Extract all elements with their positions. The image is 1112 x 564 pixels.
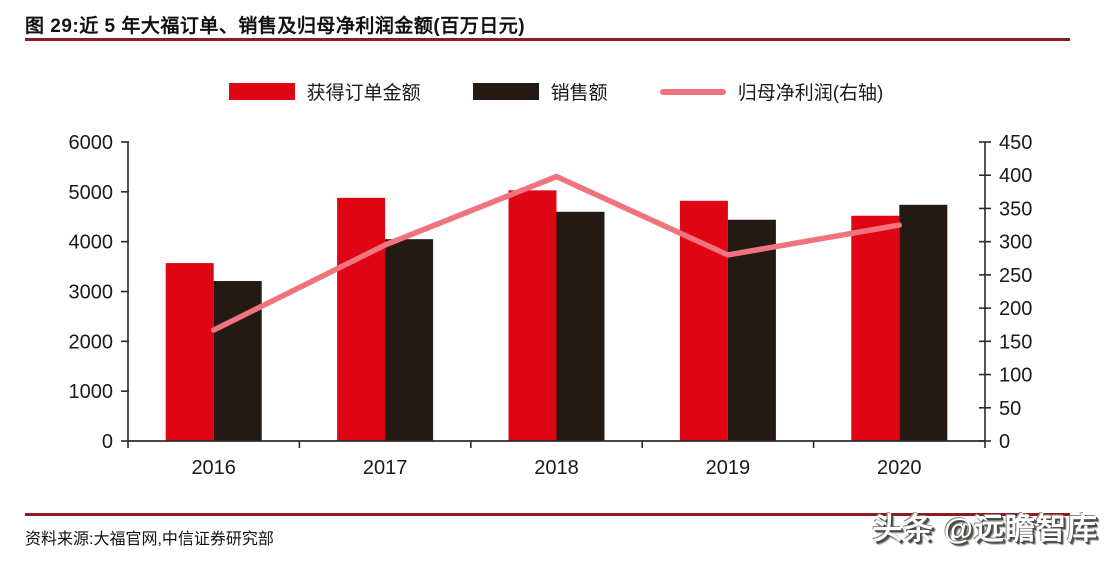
right-axis-tick-label: 350 [999,198,1032,220]
net-profit-line-swatch-icon [659,88,726,95]
line-series-net_profit [210,173,903,333]
legend-label-sales: 销售额 [550,83,608,104]
bar-orders-2019 [679,200,728,441]
right-axis-tick-label: 200 [999,298,1032,320]
x-axis-category-label: 2018 [534,457,579,479]
legend-label-orders: 获得订单金额 [306,83,421,104]
bar-sales-2020 [899,204,948,441]
left-axis-tick-label: 3000 [69,282,114,304]
x-axis-category-label: 2020 [877,457,922,479]
right-axis-tick-label: 450 [999,132,1032,154]
source-note: 资料来源:大福官网,中信证券研究部 [25,531,274,548]
legend-label-net-profit: 归母净利润(右轴) [737,83,884,104]
legend-item-sales: 销售额 [472,78,608,105]
footer-divider-rule [25,513,1070,516]
left-axis-tick-label: 2000 [69,331,114,353]
left-axis-tick-label: 5000 [69,182,114,204]
bar-sales-2016 [213,281,262,441]
bar-orders-2020 [851,215,900,441]
bar-orders-2017 [337,197,386,441]
combo-chart-canvas: 0 1000 2000 3000 4000 5000 6000 0 50 100 150 200 250… [69,132,1033,479]
left-axis-tick-label: 1000 [69,381,114,403]
chart-legend: 获得订单金额 销售额 归母净利润(右轴) [0,78,1112,105]
right-axis-tick-label: 300 [999,232,1032,254]
sales-bar-swatch-icon [472,83,539,100]
bar-sales-2017 [385,239,434,441]
right-axis-tick-label: 150 [999,331,1032,353]
bar-sales-2019 [727,219,776,441]
x-axis-category-label: 2019 [706,457,751,479]
figure-title: 图 29:近 5 年大福订单、销售及归母净利润金额(百万日元) [25,16,526,37]
bar-sales-2018 [556,211,605,441]
legend-item-net-profit: 归母净利润(右轴) [659,78,884,105]
right-axis-tick-label: 0 [999,431,1010,453]
bar-orders-2016 [165,263,214,441]
orders-bar-swatch-icon [228,83,295,100]
x-axis-category-label: 2017 [363,457,408,479]
right-axis-tick-label: 50 [999,398,1021,420]
x-axis-category-label: 2016 [191,457,236,479]
watermark-text: 头条 @远瞻智库 [872,513,1098,546]
legend-item-orders: 获得订单金额 [228,78,421,105]
bar-orders-2018 [508,190,557,441]
left-axis-tick-label: 0 [102,431,113,453]
left-axis-tick-label: 6000 [69,132,114,154]
right-axis-tick-label: 100 [999,365,1032,387]
chart-area: 0 1000 2000 3000 4000 5000 6000 0 50 100 150 200 250… [0,120,1112,500]
title-divider-rule [25,38,1070,41]
left-axis-tick-label: 4000 [69,232,114,254]
right-axis-tick-label: 400 [999,165,1032,187]
right-axis-tick-label: 250 [999,265,1032,287]
